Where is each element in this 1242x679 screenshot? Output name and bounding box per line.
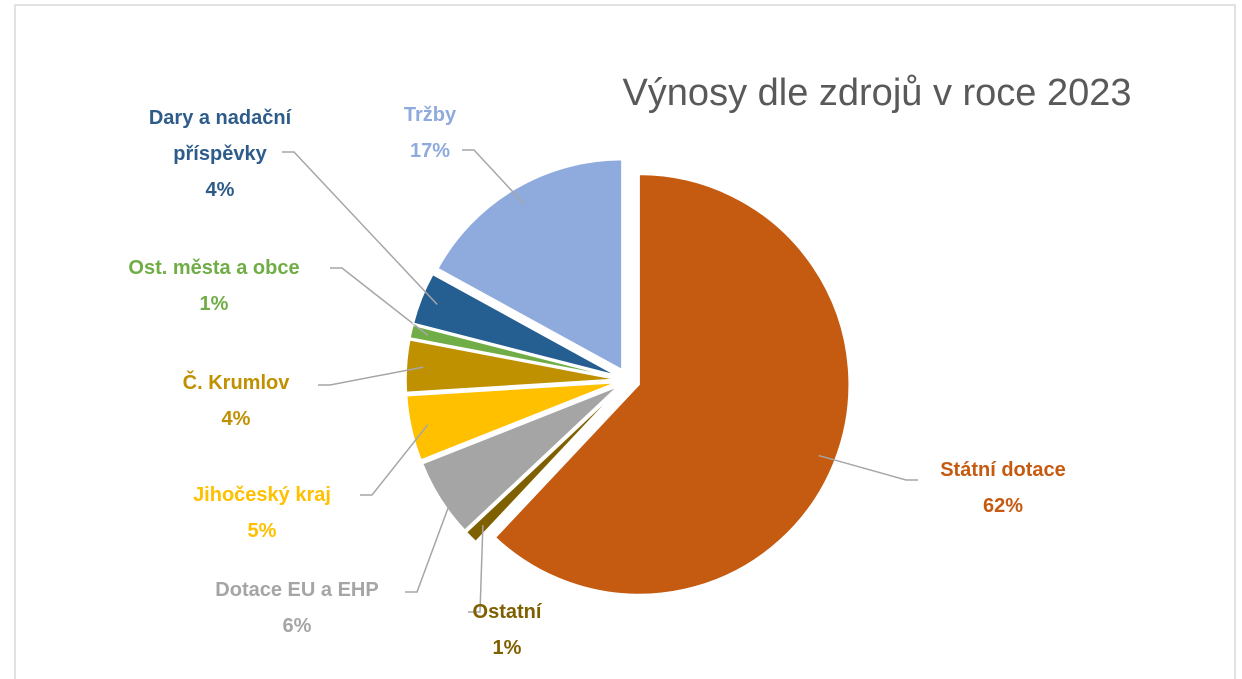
data-label: Státní dotace 62% — [903, 452, 1103, 524]
data-label: Jihočeský kraj 5% — [162, 477, 362, 549]
category-label: Jihočeský kraj — [193, 484, 331, 506]
leader-line — [468, 525, 484, 613]
percent-label: 6% — [282, 615, 312, 637]
percent-label: 4% — [221, 408, 251, 430]
data-label: Dary a nadační příspěvky 4% — [125, 100, 315, 208]
category-label: Tržby — [403, 104, 457, 126]
chart-frame — [14, 4, 1236, 679]
data-label: Ostatní 1% — [427, 594, 587, 666]
data-label: Dotace EU a EHP 6% — [182, 572, 412, 644]
category-label: Dotace EU a EHP — [215, 579, 379, 601]
percent-label: 17% — [409, 140, 451, 162]
pie-slice — [405, 339, 617, 394]
pie-slice — [436, 158, 623, 371]
category-label: Ostatní — [472, 601, 542, 623]
percent-label: 4% — [205, 179, 235, 201]
chart-title: Výnosy dle zdrojů v roce 2023 — [622, 72, 1131, 114]
leader-line — [330, 267, 429, 336]
leader-line — [462, 149, 525, 204]
pie-slice — [494, 173, 850, 596]
pie-slice — [465, 387, 621, 543]
data-label: Tržby 17% — [370, 97, 490, 169]
leader-line — [818, 454, 918, 481]
percent-label: 62% — [982, 495, 1024, 517]
percent-label: 5% — [247, 520, 277, 542]
percent-label: 1% — [492, 637, 522, 659]
data-label: Ost. města a obce 1% — [99, 250, 329, 322]
category-label: Státní dotace — [940, 459, 1066, 481]
leader-line — [282, 151, 438, 305]
category-label: Dary a nadační příspěvky — [148, 107, 292, 165]
percent-label: 1% — [199, 293, 229, 315]
pie-slice — [405, 381, 617, 461]
leader-line — [360, 424, 429, 496]
leader-line — [405, 489, 456, 593]
pie-slice — [412, 273, 618, 377]
leader-line — [318, 366, 424, 386]
category-label: Č. Krumlov — [182, 372, 290, 394]
data-label: Č. Krumlov 4% — [156, 365, 316, 437]
pie-slice — [421, 385, 619, 532]
pie-slice — [409, 324, 617, 379]
category-label: Ost. města a obce — [128, 257, 300, 279]
